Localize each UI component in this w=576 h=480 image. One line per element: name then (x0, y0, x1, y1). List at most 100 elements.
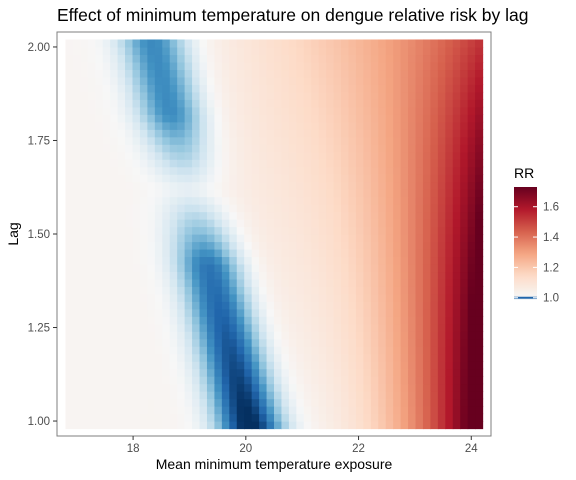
heatmap-cell (303, 323, 312, 332)
heatmap-cell (355, 189, 364, 198)
heatmap-cell (229, 308, 238, 317)
heatmap-cell (341, 286, 350, 295)
heatmap-cell (393, 219, 402, 228)
heatmap-cell (184, 293, 193, 302)
heatmap-cell (475, 301, 484, 310)
heatmap-cell (281, 166, 290, 175)
heatmap-cell (288, 361, 297, 370)
heatmap-cell (147, 84, 156, 93)
heatmap-cell (110, 376, 119, 385)
heatmap-cell (288, 76, 297, 85)
heatmap-cell (311, 346, 320, 355)
heatmap-cell (400, 308, 409, 317)
heatmap-cell (341, 219, 350, 228)
heatmap-cell (65, 271, 74, 280)
heatmap-cell (259, 256, 268, 265)
heatmap-cell (154, 234, 163, 243)
heatmap-cell (281, 114, 290, 123)
heatmap-cell (437, 159, 446, 168)
heatmap-cell (162, 69, 171, 78)
heatmap-cell (437, 263, 446, 273)
heatmap-cell (192, 301, 201, 310)
heatmap-cell (422, 226, 432, 235)
heatmap-cell (333, 263, 342, 273)
heatmap-cell (266, 46, 275, 56)
heatmap-cell (467, 234, 476, 243)
heatmap-cell (72, 361, 81, 370)
heatmap-cell (80, 99, 89, 108)
heatmap-cell (72, 376, 81, 385)
heatmap-cell (95, 129, 104, 138)
heatmap-cell (452, 61, 461, 71)
heatmap-cell (80, 226, 89, 235)
heatmap-cell (475, 196, 484, 205)
heatmap-cell (400, 286, 409, 295)
heatmap-cell (400, 174, 409, 183)
heatmap-cell (333, 61, 342, 71)
heatmap-cell (333, 121, 342, 130)
heatmap-cell (132, 278, 141, 287)
heatmap-cell (318, 39, 327, 48)
heatmap-cell (65, 308, 74, 317)
heatmap-cell (236, 308, 245, 317)
heatmap-cell (288, 46, 297, 56)
heatmap-cell (415, 219, 424, 228)
heatmap-cell (221, 204, 230, 213)
heatmap-cell (348, 174, 357, 183)
heatmap-cell (415, 129, 424, 138)
heatmap-cell (370, 391, 379, 400)
heatmap-cell (422, 278, 432, 287)
heatmap-cell (139, 421, 148, 430)
heatmap-cell (214, 353, 223, 362)
heatmap-cell (452, 144, 461, 153)
heatmap-cell (408, 331, 417, 340)
heatmap-cell (363, 174, 372, 183)
heatmap-cell (400, 248, 409, 258)
heatmap-cell (452, 196, 461, 205)
heatmap-cell (169, 353, 178, 362)
heatmap-cell (177, 76, 186, 85)
heatmap-cell (333, 196, 342, 205)
heatmap-cell (206, 368, 216, 377)
heatmap-cell (408, 286, 417, 295)
heatmap-cell (117, 308, 126, 317)
heatmap-cell (184, 361, 193, 370)
legend-colorbar (514, 187, 537, 300)
heatmap-cell (311, 211, 320, 220)
heatmap-cell (162, 398, 171, 407)
heatmap-cell (274, 421, 283, 430)
heatmap-cell (117, 346, 126, 355)
heatmap-cell (125, 144, 134, 153)
heatmap-cell (259, 383, 268, 392)
heatmap-cell (192, 46, 201, 56)
heatmap-cell (370, 174, 379, 183)
heatmap-cell (192, 69, 201, 78)
heatmap-cell (452, 376, 461, 385)
heatmap-cell (370, 406, 379, 415)
heatmap-cell (132, 376, 141, 385)
heatmap-cell (281, 211, 290, 220)
heatmap-cell (378, 376, 387, 385)
heatmap-cell (385, 144, 394, 153)
heatmap-cell (72, 196, 81, 205)
heatmap-cell (117, 286, 126, 295)
heatmap-cell (326, 226, 335, 235)
heatmap-cell (162, 106, 171, 115)
heatmap-cell (125, 196, 134, 205)
heatmap-cell (244, 219, 253, 228)
heatmap-cell (475, 69, 484, 78)
heatmap-cell (80, 166, 89, 175)
heatmap-cell (385, 84, 394, 93)
heatmap-cell (475, 136, 484, 145)
heatmap-cell (87, 166, 96, 175)
heatmap-cell (303, 278, 312, 287)
heatmap-cell (303, 39, 312, 48)
heatmap-cell (214, 323, 223, 332)
heatmap-cell (102, 361, 111, 370)
heatmap-cell (363, 278, 372, 287)
heatmap-cell (244, 91, 253, 100)
heatmap-cell (318, 144, 327, 153)
heatmap-cell (385, 61, 394, 71)
heatmap-cell (154, 346, 163, 355)
heatmap-cell (355, 61, 364, 71)
